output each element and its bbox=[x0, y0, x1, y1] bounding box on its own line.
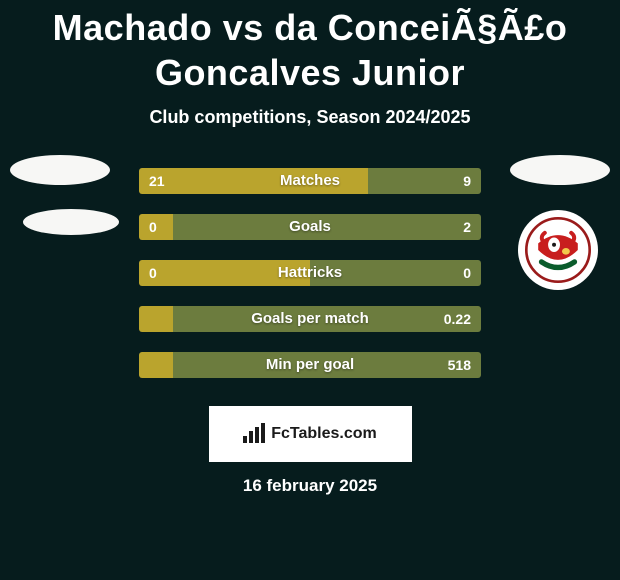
subtitle: Club competitions, Season 2024/2025 bbox=[0, 107, 620, 128]
comparison-card: Machado vs da ConceiÃ§Ã£o Goncalves Juni… bbox=[0, 0, 620, 580]
stat-value-right: 518 bbox=[448, 352, 471, 378]
club-logo-icon bbox=[525, 217, 591, 283]
stat-bar-left bbox=[139, 306, 173, 332]
stat-row: 02Goals bbox=[139, 214, 481, 240]
stat-bar-right bbox=[173, 214, 481, 240]
stat-value-right: 9 bbox=[463, 168, 471, 194]
bars-icon bbox=[243, 425, 265, 443]
page-title: Machado vs da ConceiÃ§Ã£o Goncalves Juni… bbox=[0, 0, 620, 95]
player1-badge-bottom bbox=[23, 209, 119, 235]
stat-value-left: 0 bbox=[149, 260, 157, 286]
stat-row: 0.22Goals per match bbox=[139, 306, 481, 332]
player2-badge-top bbox=[510, 155, 610, 185]
footer-brand-text: FcTables.com bbox=[271, 425, 377, 443]
stat-bar-right bbox=[173, 306, 481, 332]
stat-bar-right bbox=[173, 352, 481, 378]
stat-value-right: 0.22 bbox=[444, 306, 471, 332]
stat-row: 219Matches bbox=[139, 168, 481, 194]
stat-bars: 219Matches02Goals00Hattricks0.22Goals pe… bbox=[139, 168, 481, 398]
stat-value-right: 2 bbox=[463, 214, 471, 240]
stat-bar-right bbox=[310, 260, 481, 286]
stat-row: 00Hattricks bbox=[139, 260, 481, 286]
player1-badge-top bbox=[10, 155, 110, 185]
date-text: 16 february 2025 bbox=[0, 476, 620, 496]
stat-row: 518Min per goal bbox=[139, 352, 481, 378]
stats-zone: 219Matches02Goals00Hattricks0.22Goals pe… bbox=[0, 168, 620, 398]
stat-value-left: 21 bbox=[149, 168, 165, 194]
stat-bar-left bbox=[139, 260, 310, 286]
stat-value-left: 0 bbox=[149, 214, 157, 240]
player2-club-logo bbox=[518, 210, 598, 290]
stat-bar-left bbox=[139, 168, 368, 194]
stat-bar-left bbox=[139, 352, 173, 378]
stat-value-right: 0 bbox=[463, 260, 471, 286]
footer-brand-badge[interactable]: FcTables.com bbox=[209, 406, 412, 462]
